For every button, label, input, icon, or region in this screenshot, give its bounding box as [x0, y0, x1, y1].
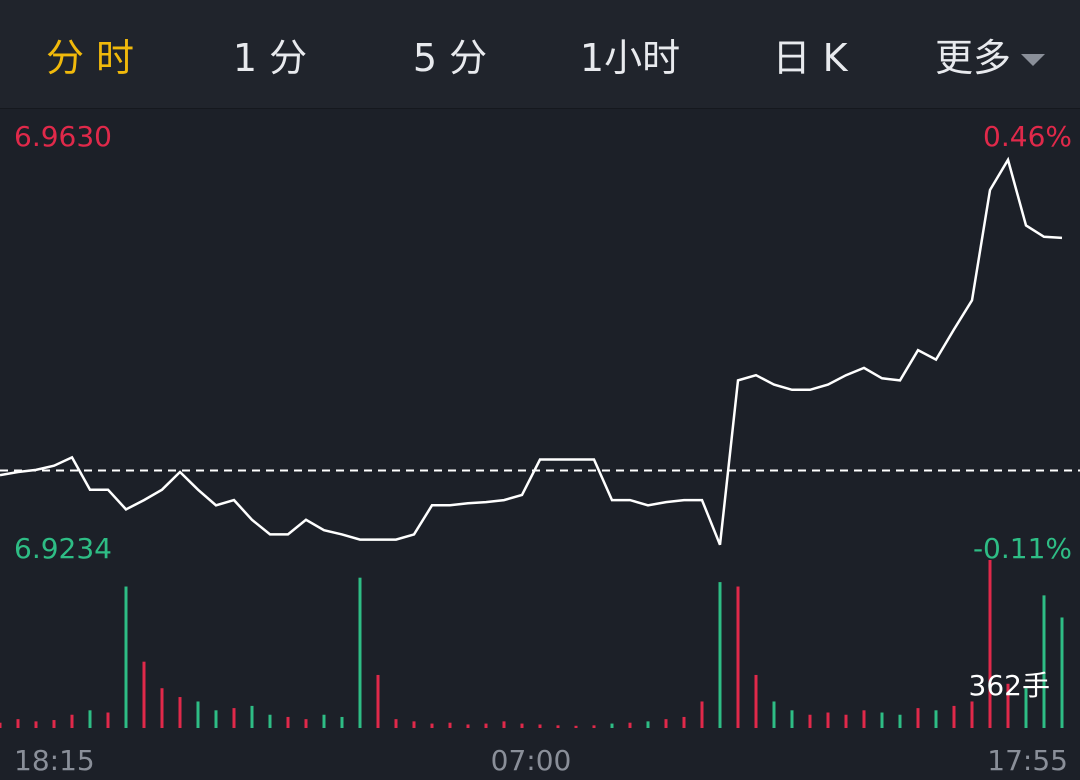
- price-line: [0, 156, 1063, 546]
- chart: 6.9630 6.9234 0.46% -0.11% 18:15 07:00 17:55 36…: [0, 120, 1080, 777]
- volume-bar: [1060, 617, 1064, 728]
- volume-bar: [340, 716, 344, 728]
- volume-bar: [862, 710, 866, 728]
- volume-bar: [412, 721, 416, 728]
- volume-bar: [106, 712, 110, 728]
- volume-bar: [664, 719, 668, 728]
- volume-bar: [556, 725, 560, 728]
- volume-bar: [1042, 595, 1046, 728]
- x-tick-label: 17:55: [987, 744, 1068, 777]
- volume-bar: [790, 710, 794, 728]
- volume-bar: [754, 674, 758, 728]
- volume-bar: [880, 712, 884, 728]
- y2-tick-label: -0.11%: [973, 532, 1072, 565]
- volume-bar: [970, 701, 974, 728]
- tab-bar: 分 时 1 分 5 分 1小时 日 K 更多: [0, 0, 1080, 109]
- volume-bar: [952, 705, 956, 728]
- volume-bar: [142, 661, 146, 728]
- volume-bar: [250, 705, 254, 728]
- tab[interactable]: 1小时: [540, 27, 720, 82]
- y-tick-label: 6.9234: [14, 532, 112, 565]
- tab-label: 1小时: [579, 35, 681, 80]
- volume-bar: [646, 721, 650, 728]
- tab[interactable]: 日 K: [720, 27, 900, 82]
- tab-label: 日 K: [772, 35, 848, 80]
- dropdown-arrow: [1021, 54, 1045, 66]
- volume-bar: [916, 708, 920, 728]
- volume-bar: [538, 724, 542, 728]
- volume-bar: [358, 577, 362, 728]
- volume-bar: [178, 697, 182, 728]
- tab[interactable]: 5 分: [360, 27, 540, 82]
- volume-bar: [988, 560, 992, 728]
- volume-bar: [448, 722, 452, 728]
- volume-bar: [574, 725, 578, 728]
- volume-bar: [808, 714, 812, 728]
- x-tick-label: 18:15: [14, 744, 95, 777]
- volume-bar: [34, 721, 38, 728]
- x-tick-label: 07:00: [491, 744, 572, 777]
- volume-bar: [394, 719, 398, 728]
- volume-bar: [484, 723, 488, 728]
- volume-bar: [268, 714, 272, 728]
- volume-bar: [718, 582, 722, 728]
- volume-bar: [934, 710, 938, 728]
- volume-bar: [376, 674, 380, 728]
- tab[interactable]: 分 时: [0, 27, 180, 82]
- volume-bar: [232, 708, 236, 728]
- volume-bar: [610, 723, 614, 728]
- tab-label: 5 分: [412, 35, 488, 80]
- volume-bar: [0, 722, 2, 728]
- volume-bar: [160, 688, 164, 728]
- volume-bar: [286, 716, 290, 728]
- volume-bar: [520, 723, 524, 728]
- volume-bar: [16, 719, 20, 728]
- volume-bar: [1006, 683, 1010, 728]
- volume-bar: [124, 586, 128, 728]
- volume-bar: [826, 712, 830, 728]
- volume-bar: [430, 723, 434, 728]
- tab-label: 分 时: [45, 35, 135, 80]
- y-tick-label: 6.9630: [14, 120, 112, 153]
- tab-label: 1 分: [232, 35, 308, 80]
- tab-label: 更多: [934, 35, 1011, 80]
- volume-bar: [700, 701, 704, 728]
- volume-bar: [196, 701, 200, 728]
- volume-bar: [70, 714, 74, 728]
- volume-bar: [592, 725, 596, 728]
- volume-bar: [844, 714, 848, 728]
- volume-bar: [502, 721, 506, 728]
- volume-bar: [736, 586, 740, 728]
- volume-bar: [304, 719, 308, 728]
- volume-bar: [322, 714, 326, 728]
- y2-tick-label: 0.46%: [983, 120, 1072, 153]
- volume-bar: [88, 710, 92, 728]
- tab[interactable]: 1 分: [180, 27, 360, 82]
- volume-bar: [1024, 688, 1028, 728]
- volume-bar: [772, 701, 776, 728]
- volume-bar: [898, 714, 902, 728]
- volume-bar: [214, 710, 218, 728]
- volume-bar: [682, 716, 686, 728]
- volume-bar: [466, 724, 470, 728]
- volume-label: 362手: [969, 669, 1050, 702]
- volume-bar: [52, 720, 56, 728]
- tab[interactable]: 更多: [900, 27, 1080, 82]
- volume-bar: [628, 722, 632, 728]
